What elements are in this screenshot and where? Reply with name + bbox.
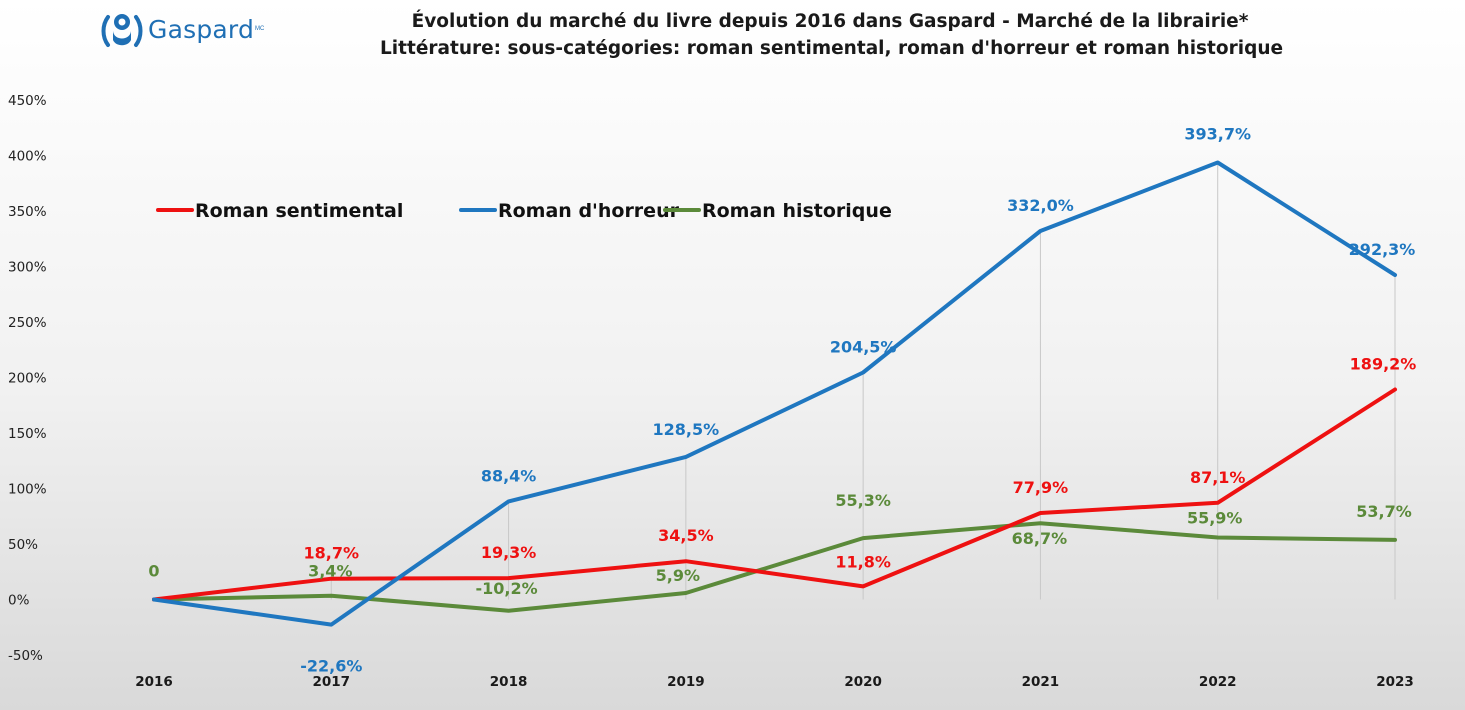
data-label: 128,5% [653, 420, 720, 439]
x-tick-label: 2017 [312, 674, 350, 690]
data-label: 11,8% [835, 552, 891, 571]
x-tick-label: 2016 [135, 674, 173, 690]
data-label: 68,7% [1012, 529, 1068, 548]
data-label: 55,9% [1187, 508, 1243, 527]
legend-label: Roman historique [702, 200, 892, 222]
legend-label: Roman d'horreur [498, 200, 680, 222]
y-tick-label: 400% [8, 149, 47, 165]
x-tick-label: 2022 [1199, 674, 1237, 690]
y-tick-label: 100% [8, 482, 47, 498]
data-label: 292,3% [1349, 240, 1416, 259]
data-label: 18,7% [304, 544, 360, 563]
y-tick-label: 350% [8, 204, 47, 220]
y-tick-label: -50% [8, 648, 43, 664]
x-tick-label: 2021 [1022, 674, 1060, 690]
data-label: 55,3% [835, 491, 891, 510]
series-line [152, 160, 1397, 627]
chart-subtitle: Littérature: sous-catégories: roman sent… [380, 38, 1284, 59]
data-label: 332,0% [1007, 196, 1074, 215]
data-label: 5,9% [656, 566, 700, 585]
data-label: 87,1% [1190, 468, 1246, 487]
chart-title: Évolution du marché du livre depuis 2016… [411, 11, 1249, 32]
data-label: 88,4% [481, 466, 537, 485]
x-tick-label: 2018 [490, 674, 528, 690]
data-label: 34,5% [658, 526, 714, 545]
data-label: 189,2% [1350, 354, 1417, 373]
chart-title-block: Évolution du marché du livre depuis 2016… [380, 8, 1284, 62]
data-label: -22,6% [300, 657, 362, 676]
data-label: 204,5% [830, 338, 897, 357]
data-label: 393,7% [1184, 124, 1251, 143]
series-line [152, 387, 1397, 602]
gaspard-logo-icon [101, 14, 143, 47]
y-tick-label: 50% [8, 537, 38, 553]
gaspard-logo: Gaspard MC [100, 6, 264, 52]
y-tick-label: 250% [8, 315, 47, 331]
logo-wordmark: Gaspard [148, 14, 255, 44]
legend-label: Roman sentimental [195, 200, 403, 222]
y-tick-label: 450% [8, 93, 47, 109]
y-tick-label: 200% [8, 371, 47, 387]
x-tick-label: 2019 [667, 674, 705, 690]
data-label: 0 [148, 562, 159, 581]
data-label: -10,2% [475, 579, 537, 598]
y-tick-label: 0% [8, 593, 30, 609]
y-tick-label: 300% [8, 260, 47, 276]
logo-trademark: MC [255, 26, 265, 32]
data-label: 53,7% [1356, 502, 1412, 521]
data-label: 19,3% [481, 543, 537, 562]
x-tick-label: 2023 [1376, 674, 1414, 690]
x-tick-label: 2020 [844, 674, 882, 690]
series-line [152, 521, 1397, 613]
data-label: 77,9% [1013, 478, 1069, 497]
data-label: 3,4% [308, 562, 352, 581]
y-tick-label: 150% [8, 426, 47, 442]
